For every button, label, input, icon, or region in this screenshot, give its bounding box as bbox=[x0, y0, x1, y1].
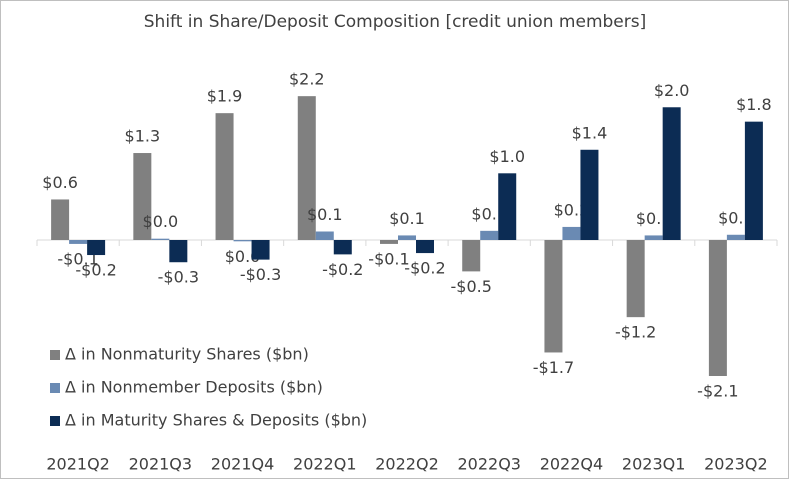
data-label: -$0.2 bbox=[322, 260, 363, 279]
bar bbox=[744, 121, 763, 240]
bar bbox=[462, 240, 481, 272]
bar bbox=[233, 240, 252, 242]
bar bbox=[251, 240, 270, 260]
bar bbox=[151, 238, 170, 240]
bar bbox=[69, 240, 88, 244]
data-label: $0.2 bbox=[554, 200, 590, 219]
bar bbox=[87, 240, 106, 256]
bar bbox=[215, 113, 234, 240]
bar bbox=[626, 240, 645, 318]
bar bbox=[380, 240, 398, 244]
legend-label: Δ in Nonmember Deposits ($bn) bbox=[65, 378, 323, 397]
data-label: $1.9 bbox=[207, 87, 243, 106]
data-label: -$0.3 bbox=[158, 268, 199, 287]
x-tick-label: 2021Q2 bbox=[46, 455, 110, 474]
legend-label: Δ in Nonmaturity Shares ($bn) bbox=[65, 345, 309, 364]
x-tick-label: 2022Q2 bbox=[375, 455, 439, 474]
data-label: $0.1 bbox=[471, 204, 507, 223]
data-label: $1.3 bbox=[125, 127, 161, 146]
data-label: $0.0 bbox=[225, 247, 261, 266]
legend-swatch bbox=[50, 383, 60, 393]
data-label: $1.4 bbox=[572, 123, 608, 142]
bar bbox=[333, 240, 352, 255]
chart-title: Shift in Share/Deposit Composition [cred… bbox=[144, 12, 647, 32]
bar bbox=[644, 235, 663, 240]
data-label: -$0.1 bbox=[368, 249, 409, 268]
x-tick-label: 2022Q1 bbox=[293, 455, 357, 474]
data-label: -$1.2 bbox=[615, 323, 656, 342]
x-tick-label: 2021Q4 bbox=[211, 455, 275, 474]
data-label: -$0.2 bbox=[404, 259, 445, 278]
bar bbox=[51, 199, 70, 240]
bar bbox=[297, 96, 316, 241]
x-tick-label: 2022Q3 bbox=[457, 455, 521, 474]
data-label: $0.1 bbox=[718, 208, 754, 227]
data-label: $0.6 bbox=[42, 173, 78, 192]
x-tick-label: 2021Q3 bbox=[129, 455, 193, 474]
legend-swatch bbox=[50, 416, 60, 426]
legend-swatch bbox=[50, 350, 60, 360]
bar bbox=[708, 240, 727, 376]
data-label: $0.1 bbox=[636, 209, 672, 228]
data-label: -$0.2 bbox=[75, 261, 116, 280]
bar bbox=[498, 173, 517, 240]
data-label: $1.8 bbox=[736, 95, 772, 114]
bar bbox=[315, 231, 334, 240]
bar bbox=[480, 230, 499, 240]
legend-label: Δ in Maturity Shares & Deposits ($bn) bbox=[65, 411, 367, 430]
data-label: $0.1 bbox=[307, 205, 343, 224]
data-label: -$2.1 bbox=[697, 382, 738, 401]
data-label: $2.2 bbox=[289, 70, 325, 89]
bar bbox=[398, 235, 416, 240]
bar bbox=[133, 153, 152, 240]
data-label: -$0.5 bbox=[451, 277, 492, 296]
bar bbox=[562, 226, 581, 240]
data-label: $2.0 bbox=[654, 81, 690, 100]
bar bbox=[580, 149, 599, 240]
bar bbox=[662, 107, 681, 241]
data-label: -$0.3 bbox=[240, 265, 281, 284]
data-label: $0.1 bbox=[389, 209, 425, 228]
bar bbox=[726, 234, 745, 240]
x-tick-label: 2022Q4 bbox=[540, 455, 604, 474]
x-tick-label: 2023Q1 bbox=[622, 455, 686, 474]
bar bbox=[544, 240, 563, 353]
data-label: $1.0 bbox=[489, 147, 525, 166]
data-label: $0.0 bbox=[143, 212, 179, 231]
bar bbox=[416, 240, 434, 254]
bar bbox=[169, 240, 188, 263]
data-label: -$1.7 bbox=[533, 358, 574, 377]
x-tick-label: 2023Q2 bbox=[704, 455, 768, 474]
